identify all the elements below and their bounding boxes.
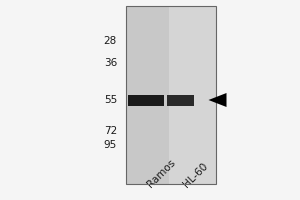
Bar: [169, 6, 216, 184]
Bar: [126, 6, 170, 184]
Text: 55: 55: [104, 95, 117, 105]
Polygon shape: [208, 93, 226, 107]
Text: 95: 95: [104, 140, 117, 150]
Bar: [128, 95, 164, 106]
Text: Ramos: Ramos: [146, 157, 178, 189]
Text: 36: 36: [104, 58, 117, 68]
Bar: [126, 6, 216, 184]
Text: 28: 28: [104, 36, 117, 46]
Bar: [167, 95, 194, 106]
Text: 72: 72: [104, 126, 117, 136]
Text: HL-60: HL-60: [182, 161, 210, 189]
